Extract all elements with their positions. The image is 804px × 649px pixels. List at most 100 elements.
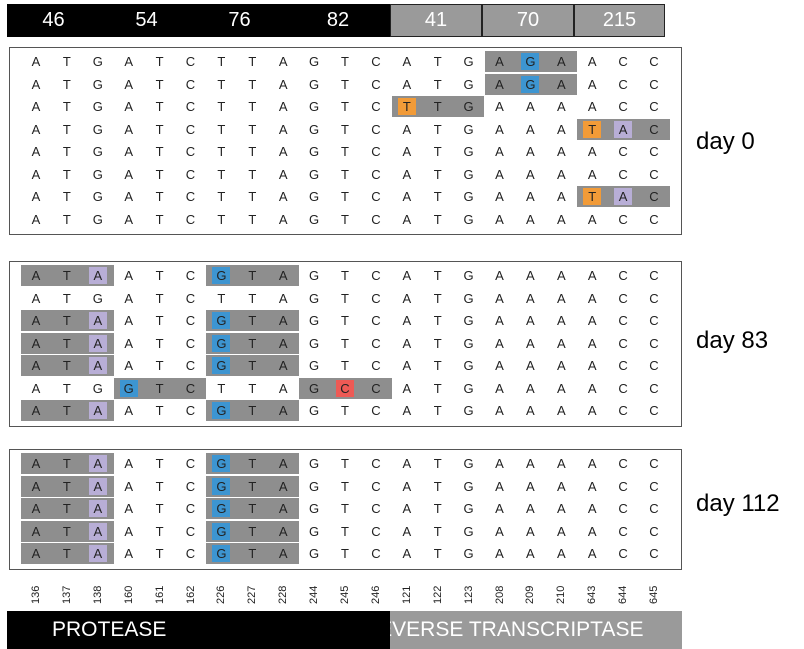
base-cell: C	[371, 166, 381, 182]
base-cell: T	[217, 290, 226, 306]
base-cell: T	[341, 144, 349, 159]
base-cell: G	[309, 358, 320, 373]
base-cell: G	[309, 501, 320, 516]
base-cell: A	[556, 121, 566, 137]
base-cell: A	[402, 456, 412, 471]
base-cell: A	[402, 335, 412, 351]
position-tick-208: 208	[493, 585, 506, 604]
position-tick-226: 226	[215, 585, 228, 604]
base-cell: T	[248, 380, 257, 396]
base-cell: T	[217, 121, 226, 137]
base-cell: T	[248, 166, 257, 182]
mutated-base-red	[336, 379, 354, 397]
base-cell: T	[248, 335, 257, 351]
position-tick-138: 138	[91, 585, 104, 604]
base-cell: C	[618, 166, 628, 182]
base-cell: T	[217, 189, 226, 204]
base-cell: C	[618, 546, 628, 561]
base-cell: C	[185, 358, 196, 373]
mutated-base-blue	[212, 312, 231, 329]
base-cell: T	[248, 144, 257, 159]
base-cell: G	[463, 121, 474, 137]
base-cell: A	[526, 335, 535, 351]
base-cell: A	[124, 166, 134, 182]
base-cell: A	[495, 76, 504, 92]
base-cell: C	[618, 54, 628, 69]
position-tick-162: 162	[184, 585, 197, 604]
base-cell: T	[433, 268, 442, 283]
position-tick-643: 643	[586, 585, 599, 604]
base-cell: C	[649, 358, 659, 373]
base-cell: T	[155, 501, 164, 516]
base-cell: A	[31, 76, 41, 92]
base-cell: C	[371, 456, 381, 471]
base-cell: T	[155, 211, 164, 227]
base-cell: C	[185, 189, 196, 204]
base-cell: A	[495, 121, 504, 137]
base-cell: C	[371, 121, 381, 137]
position-tick-209: 209	[524, 585, 537, 604]
position-tick-137: 137	[60, 585, 73, 604]
base-cell: A	[402, 358, 412, 373]
base-cell: T	[248, 546, 257, 561]
base-cell: T	[341, 335, 349, 351]
base-cell: T	[62, 501, 71, 516]
base-cell: A	[556, 99, 566, 114]
base-cell: G	[309, 546, 320, 561]
base-cell: T	[341, 99, 349, 114]
time-point-label: day 112	[696, 490, 780, 517]
mutated-base-blue	[212, 455, 231, 472]
base-cell: A	[31, 501, 41, 516]
base-cell: C	[185, 121, 196, 137]
base-cell: G	[309, 335, 320, 351]
base-cell: A	[124, 313, 134, 328]
base-cell: G	[463, 358, 474, 373]
base-cell: T	[62, 54, 71, 69]
time-point-label: day 0	[696, 128, 755, 155]
codon-header-215: 215	[574, 4, 665, 37]
base-cell: G	[463, 166, 474, 182]
base-cell: A	[31, 358, 41, 373]
base-cell: A	[124, 403, 134, 418]
base-cell: A	[495, 211, 504, 227]
base-cell: T	[62, 358, 71, 373]
base-cell: A	[31, 166, 41, 182]
base-cell: A	[402, 313, 412, 328]
base-cell: A	[618, 121, 628, 137]
base-cell: T	[402, 99, 411, 114]
base-cell: A	[526, 121, 535, 137]
base-cell: A	[31, 54, 41, 69]
base-cell: A	[495, 523, 504, 539]
base-cell: C	[371, 523, 381, 539]
base-cell: T	[341, 501, 349, 516]
base-cell: G	[309, 189, 320, 204]
base-cell: C	[185, 76, 196, 92]
base-cell: C	[649, 546, 659, 561]
base-cell: G	[216, 478, 227, 494]
base-cell: A	[278, 335, 288, 351]
base-cell: C	[185, 478, 196, 494]
mutated-base-orange	[583, 188, 602, 205]
base-cell: T	[433, 76, 442, 92]
base-cell: A	[587, 290, 597, 306]
base-cell: T	[433, 501, 442, 516]
base-cell: C	[185, 403, 196, 418]
base-cell: G	[309, 166, 320, 182]
base-cell: G	[463, 268, 474, 283]
base-cell: T	[155, 121, 164, 137]
base-cell: A	[495, 313, 504, 328]
base-cell: T	[62, 99, 71, 114]
base-cell: C	[185, 313, 196, 328]
base-cell: T	[62, 313, 71, 328]
base-cell: T	[62, 523, 71, 539]
base-cell: A	[402, 121, 412, 137]
base-cell: T	[248, 76, 257, 92]
base-cell: C	[618, 144, 628, 159]
base-cell: T	[248, 313, 257, 328]
base-cell: A	[124, 456, 134, 471]
base-cell: A	[278, 144, 288, 159]
base-cell: T	[433, 54, 442, 69]
base-cell: A	[495, 99, 504, 114]
position-tick-228: 228	[277, 585, 290, 604]
base-cell: A	[526, 99, 535, 114]
